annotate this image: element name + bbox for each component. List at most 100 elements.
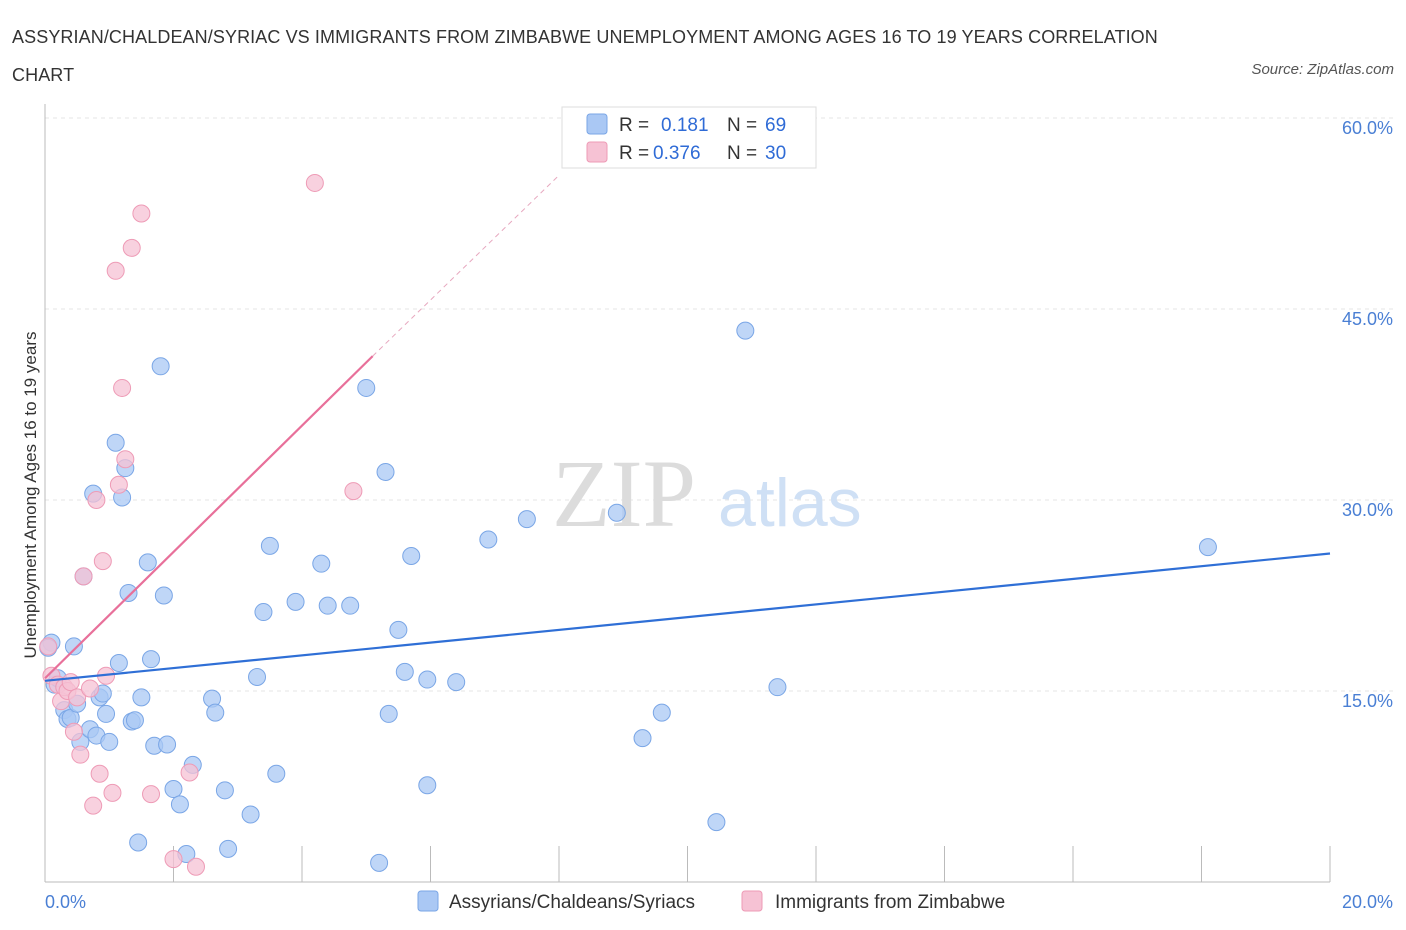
legend-swatch-assyrian bbox=[586, 113, 608, 135]
zimbabwe-point bbox=[142, 785, 161, 804]
assyrian-point bbox=[286, 592, 305, 611]
source-label: Source: ZipAtlas.com bbox=[1251, 61, 1394, 78]
zimbabwe-point bbox=[71, 745, 90, 764]
zimbabwe-point bbox=[106, 261, 125, 280]
assyrian-trend-line bbox=[44, 552, 1331, 682]
assyrian-point bbox=[517, 510, 536, 529]
trend-lines bbox=[44, 174, 1331, 682]
assyrian-point bbox=[219, 839, 238, 858]
legend-swatch-zimbabwe bbox=[586, 141, 608, 163]
assyrian-point bbox=[170, 795, 189, 814]
legend-swatch-series-2 bbox=[741, 890, 763, 912]
legend-n-value-1: 69 bbox=[765, 115, 786, 136]
assyrian-point bbox=[138, 553, 157, 572]
zimbabwe-point bbox=[61, 673, 80, 692]
assyrian-point bbox=[151, 357, 170, 376]
assyrian-point bbox=[418, 670, 437, 689]
legend-series-2-name: Immigrants from Zimbabwe bbox=[775, 892, 1005, 913]
zimbabwe-point bbox=[116, 450, 135, 469]
assyrian-point bbox=[379, 704, 398, 723]
zimbabwe-point bbox=[344, 482, 363, 501]
assyrian-point bbox=[129, 833, 148, 852]
zimbabwe-point bbox=[122, 238, 141, 257]
legend-r-label-2: R = bbox=[619, 143, 649, 164]
data-points bbox=[39, 173, 1217, 876]
legend-r-value-2: 0.376 bbox=[653, 143, 701, 164]
chart-title: ASSYRIAN/CHALDEAN/SYRIAC VS IMMIGRANTS F… bbox=[12, 27, 1158, 85]
assyrian-point bbox=[768, 678, 787, 697]
assyrian-point bbox=[132, 688, 151, 707]
assyrian-point bbox=[447, 673, 466, 692]
watermark-atlas: atlas bbox=[718, 465, 862, 541]
legend-series-1-name: Assyrians/Chaldeans/Syriacs bbox=[449, 892, 695, 913]
zimbabwe-point bbox=[39, 637, 58, 656]
assyrian-point bbox=[707, 813, 726, 832]
legend-r-value-1: 0.181 bbox=[661, 115, 709, 136]
zimbabwe-point bbox=[74, 567, 93, 586]
assyrian-point bbox=[341, 596, 360, 615]
assyrian-point bbox=[479, 530, 498, 549]
zimbabwe-point bbox=[186, 857, 205, 876]
zimbabwe-point bbox=[113, 378, 132, 397]
assyrian-point bbox=[418, 776, 437, 795]
assyrian-point bbox=[248, 667, 267, 686]
correlation-legend: R = 0.181 N = 69 R = 0.376 N = 30 bbox=[561, 106, 817, 169]
y-tick-label: 45.0% bbox=[1342, 309, 1393, 329]
zimbabwe-point bbox=[90, 764, 109, 783]
assyrian-point bbox=[158, 735, 177, 754]
grid-lines bbox=[45, 117, 1395, 692]
assyrian-point bbox=[109, 653, 128, 672]
y-tick-label: 15.0% bbox=[1342, 691, 1393, 711]
y-tick-label: 30.0% bbox=[1342, 500, 1393, 520]
assyrian-point bbox=[357, 378, 376, 397]
tick-labels: 15.0% 30.0% 45.0% 60.0% 0.0% 20.0% bbox=[45, 118, 1393, 912]
zimbabwe-point bbox=[164, 850, 183, 869]
zimbabwe-point bbox=[80, 679, 99, 698]
zimbabwe-trend-extension bbox=[372, 174, 560, 357]
assyrian-point bbox=[142, 650, 161, 669]
assyrian-point bbox=[633, 729, 652, 748]
legend-r-label-1: R = bbox=[619, 115, 649, 136]
zimbabwe-point bbox=[132, 204, 151, 223]
zimbabwe-point bbox=[68, 688, 87, 707]
y-tick-label: 60.0% bbox=[1342, 118, 1393, 138]
zimbabwe-point bbox=[84, 796, 103, 815]
zimbabwe-point bbox=[103, 783, 122, 802]
assyrian-point bbox=[206, 703, 225, 722]
assyrian-point bbox=[119, 583, 138, 602]
assyrian-point bbox=[215, 781, 234, 800]
y-axis-label: Unemployment Among Ages 16 to 19 years bbox=[21, 332, 40, 659]
legend-n-label-1: N = bbox=[727, 115, 757, 136]
zimbabwe-point bbox=[109, 475, 128, 494]
assyrian-point bbox=[376, 462, 395, 481]
assyrian-point bbox=[395, 662, 414, 681]
assyrian-point bbox=[100, 732, 119, 751]
watermark: ZIP atlas bbox=[552, 440, 862, 547]
assyrian-point bbox=[260, 536, 279, 555]
assyrian-point bbox=[607, 503, 626, 522]
assyrian-point bbox=[97, 704, 116, 723]
legend-swatch-series-1 bbox=[417, 890, 439, 912]
assyrian-point bbox=[312, 554, 331, 573]
zimbabwe-point bbox=[305, 173, 324, 192]
series-legend: Assyrians/Chaldeans/Syriacs Immigrants f… bbox=[417, 890, 1005, 913]
x-tick-label: 0.0% bbox=[45, 892, 86, 912]
assyrian-point bbox=[1198, 538, 1217, 557]
x-tick-label: 20.0% bbox=[1342, 892, 1393, 912]
assyrian-point bbox=[125, 711, 144, 730]
watermark-zip: ZIP bbox=[552, 440, 696, 547]
zimbabwe-point bbox=[180, 763, 199, 782]
zimbabwe-trend-line bbox=[44, 355, 374, 680]
assyrian-point bbox=[106, 433, 125, 452]
zimbabwe-point bbox=[64, 722, 83, 741]
assyrian-point bbox=[370, 853, 389, 872]
assyrian-point bbox=[389, 620, 408, 639]
assyrian-point bbox=[241, 805, 260, 824]
assyrian-point bbox=[652, 703, 671, 722]
assyrian-point bbox=[154, 586, 173, 605]
zimbabwe-point bbox=[93, 552, 112, 571]
assyrian-point bbox=[736, 321, 755, 340]
legend-n-label-2: N = bbox=[727, 143, 757, 164]
legend-n-value-2: 30 bbox=[765, 143, 786, 164]
